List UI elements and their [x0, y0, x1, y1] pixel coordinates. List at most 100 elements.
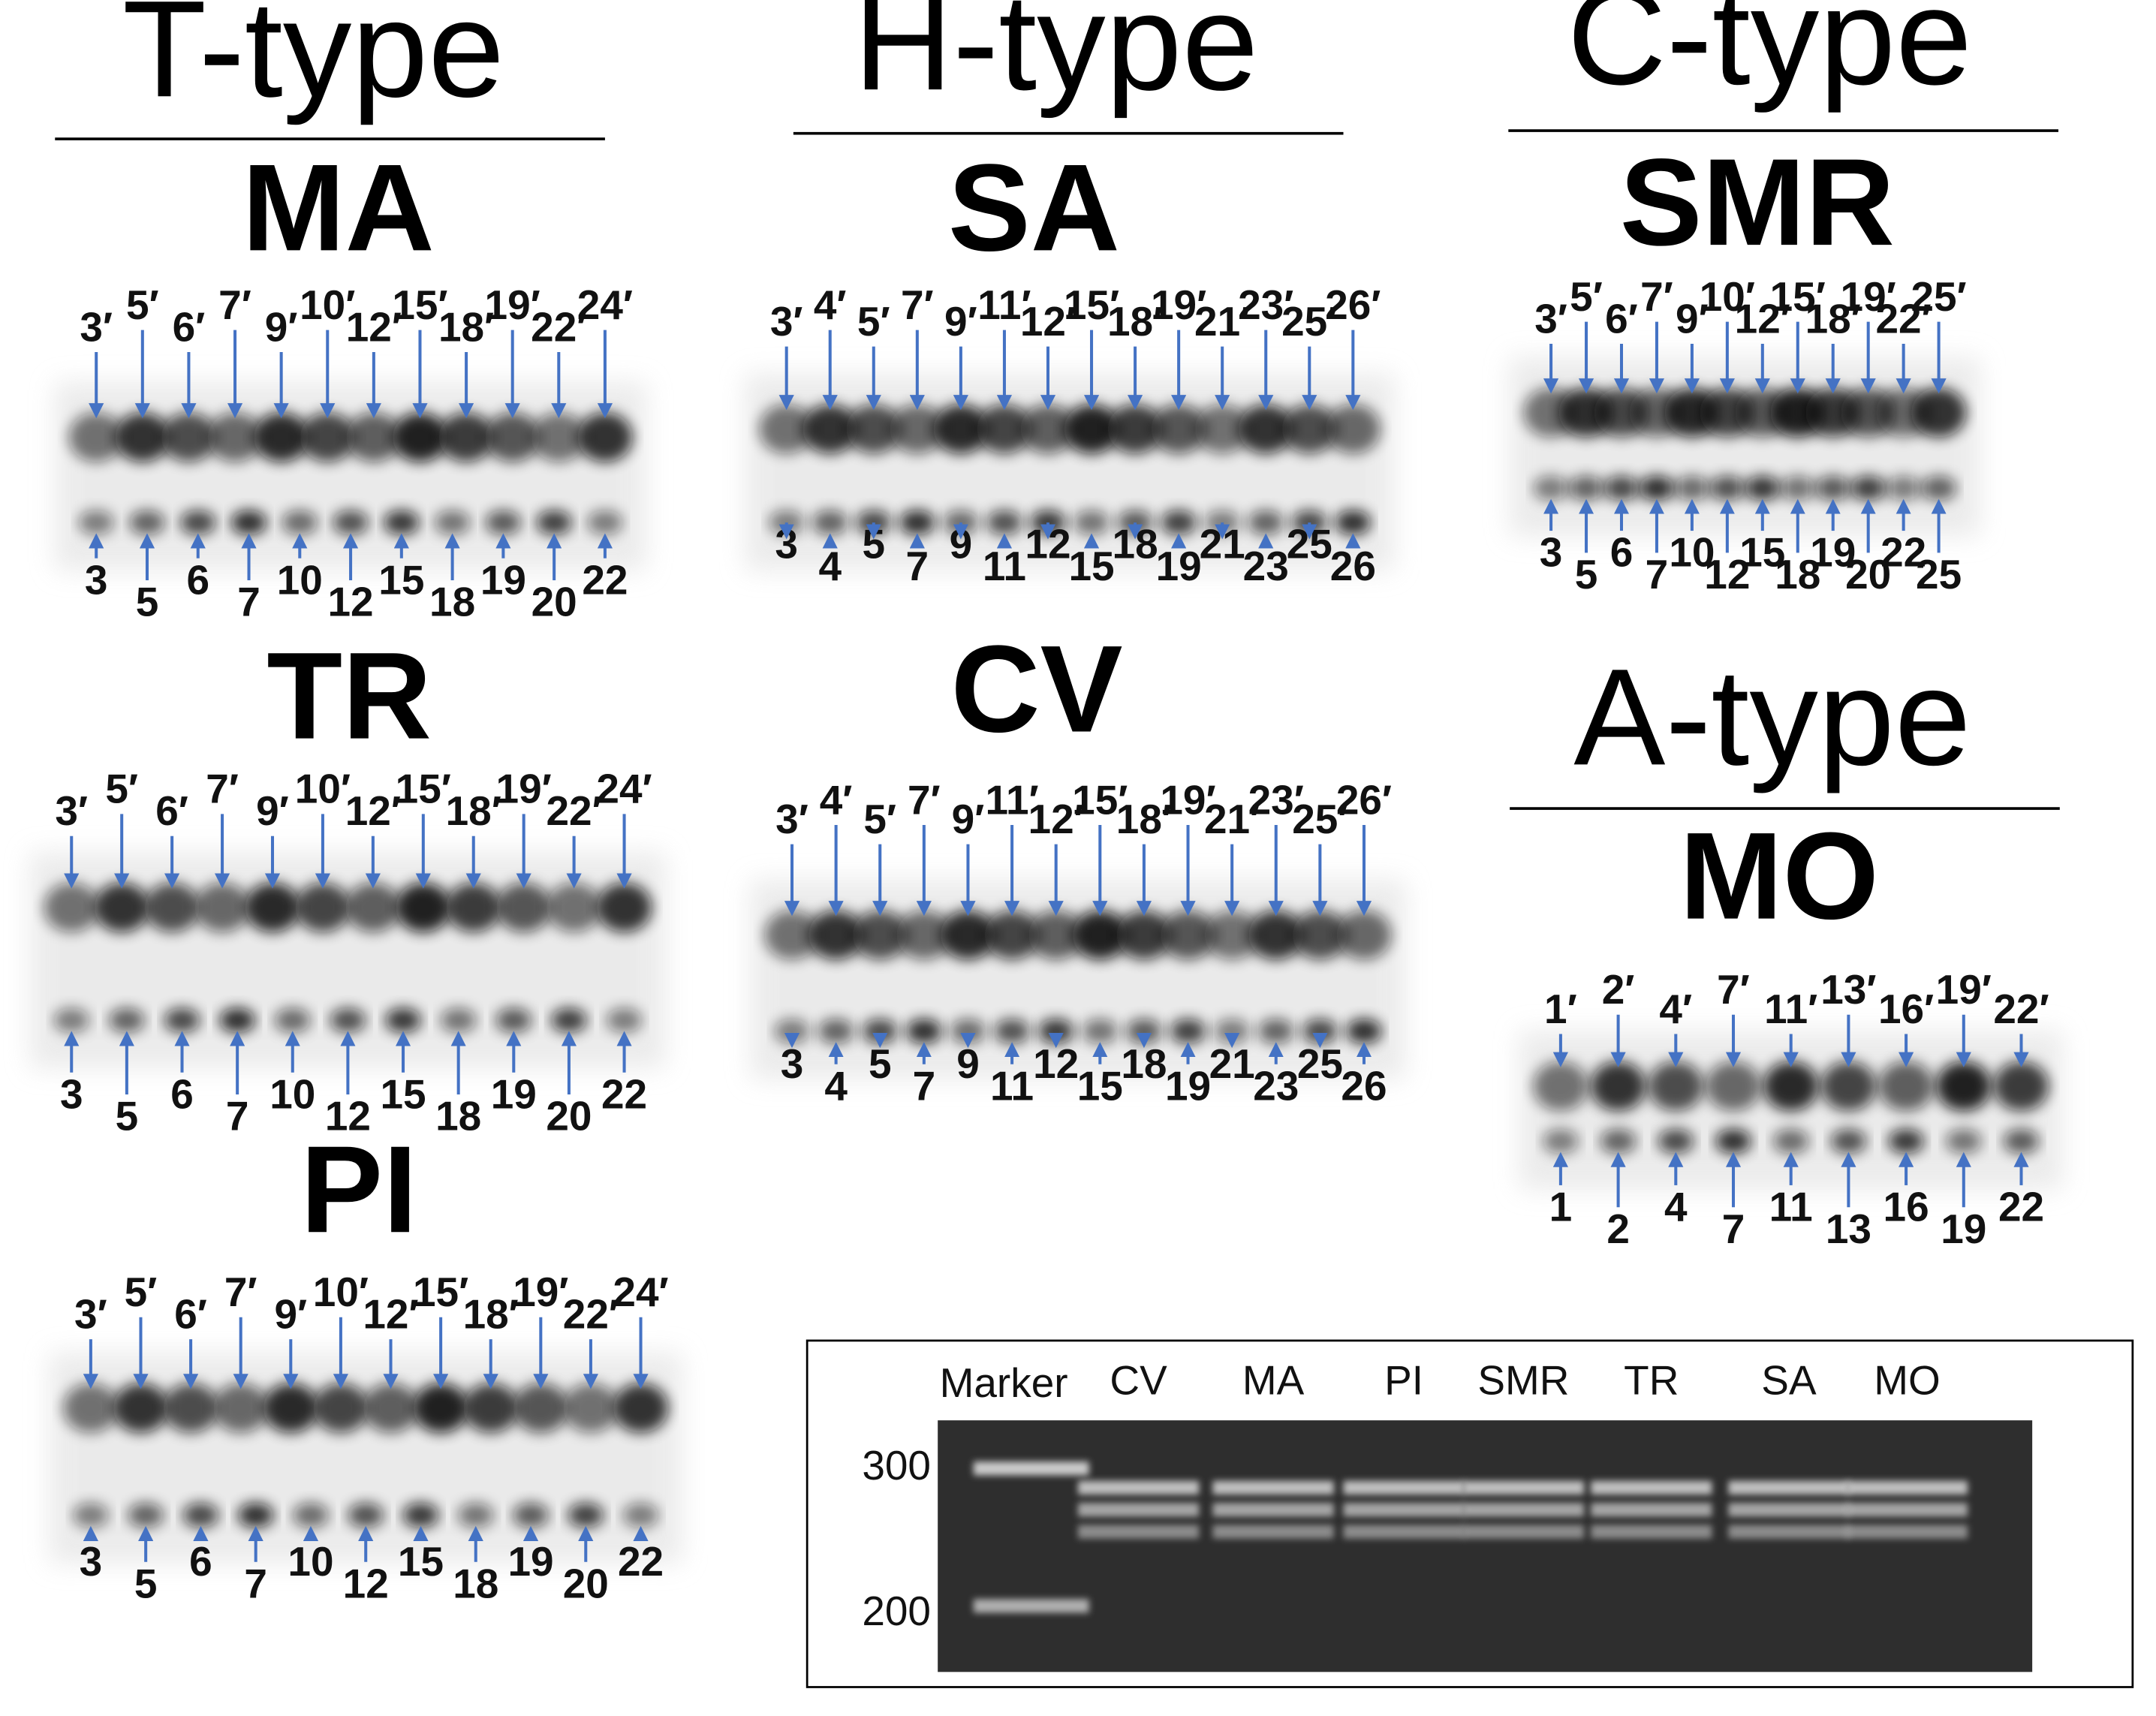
spot-label-bottom: 6: [189, 1538, 212, 1585]
spot-bottom: [434, 510, 471, 535]
spot-label-bottom: 15: [378, 556, 424, 603]
spot-top: [1763, 1061, 1819, 1112]
spot-bottom: [237, 1503, 274, 1528]
spot-label-bottom: 7: [1646, 551, 1669, 598]
spot-label-bottom: 18: [1121, 1040, 1167, 1087]
spot-label-bottom: 19: [507, 1538, 553, 1585]
spot-label-top: 12′: [1028, 796, 1084, 842]
spot-label-bottom: 3: [80, 1538, 103, 1585]
spot-top: [1911, 387, 1967, 438]
panel-mo: MO 1′ 2′ 4′ 7′ 11′ 13′ 16′ 19′ 22′ 1 2 4 7 11 13 16 19 22: [1519, 807, 2063, 1252]
spot-label-top: 15′: [1770, 273, 1826, 320]
spot-bottom: [293, 1503, 329, 1528]
spot-label-top: 7′: [1717, 966, 1750, 1013]
spot-label-bottom: 5: [136, 579, 159, 625]
gel-band-pi: [1343, 1480, 1465, 1495]
spot-label-top: 18′: [1116, 796, 1172, 842]
spot-top: [1993, 1061, 2049, 1112]
spot-bottom: [1779, 475, 1816, 501]
spot-label-top: 26′: [1325, 281, 1381, 328]
spot-label-bottom: 15: [380, 1070, 426, 1117]
spot-bottom: [1082, 1019, 1119, 1044]
spot-label-bottom: 23: [1253, 1062, 1299, 1109]
spot-top: [1064, 404, 1119, 454]
spot-bottom: [536, 510, 572, 535]
spot-label-top: 24′: [577, 281, 633, 328]
spot-top: [1292, 910, 1348, 960]
spot-bottom: [1709, 475, 1745, 501]
spot-label-bottom: 18: [453, 1560, 498, 1606]
spot-label-bottom: 20: [563, 1560, 609, 1606]
panel-ma: MA3′ 5′ 6′ 7′ 9′ 10′12′15′18′19′22′24′3 5 6 7 10 1…: [55, 138, 646, 625]
gel-lane-label-mo: MO: [1874, 1356, 1941, 1403]
spot-label-bottom: 22: [601, 1070, 647, 1117]
panel-pi: PI3′ 5′ 6′ 7′ 9′ 10′12′15′18′19′22′24′3 5 6 7 10 1…: [49, 1120, 682, 1606]
spot-label-top: 22′: [546, 787, 601, 834]
gel-band-smr: [1462, 1480, 1585, 1495]
spot-label-bottom: 15: [1739, 529, 1785, 576]
gel-size-200: 200: [862, 1588, 931, 1634]
spot-bottom: [78, 510, 115, 535]
spot-label-bottom: 19: [1941, 1206, 1986, 1252]
gel-band-sa: [1728, 1480, 1850, 1495]
spot-bottom: [899, 510, 935, 535]
spot-label-bottom: 19: [1156, 543, 1202, 589]
spot-label-bottom: 18: [1775, 551, 1820, 598]
spot-label-top: 7′: [901, 281, 934, 328]
panel-title-cv: CV: [951, 619, 1123, 757]
spot-bottom: [862, 1019, 899, 1044]
spot-bottom: [457, 1503, 494, 1528]
spot-label-bottom: 11: [990, 1062, 1034, 1109]
spot-bottom: [1533, 475, 1569, 501]
spot-label-bottom: 12: [1704, 551, 1750, 598]
spot-label-top: 1′: [1544, 986, 1577, 1032]
spot-top: [1590, 1061, 1646, 1112]
spot-bottom: [818, 1019, 854, 1044]
spot-top: [113, 1383, 169, 1433]
spot-top: [295, 882, 351, 932]
spot-top: [463, 1383, 519, 1433]
spot-label-bottom: 9: [956, 1040, 980, 1087]
spot-label-top: 19′: [496, 766, 552, 812]
spot-top: [245, 882, 300, 932]
spot-bottom: [1161, 510, 1197, 535]
spot-label-bottom: 21: [1209, 1040, 1255, 1087]
spot-label-top: 12′: [345, 787, 401, 834]
spot-top: [1194, 404, 1250, 454]
spot-label-top: 16′: [1878, 986, 1934, 1032]
gel-marker-band: [973, 1462, 1089, 1476]
spot-label-top: 7′: [206, 766, 239, 812]
spot-label-bottom: 7: [244, 1560, 267, 1606]
spot-bottom: [1920, 475, 1957, 501]
spot-bottom: [1214, 1019, 1250, 1044]
spot-label-top: 7′: [1640, 273, 1673, 320]
spot-label-top: 25′: [1911, 273, 1966, 320]
spot-top: [1072, 910, 1128, 960]
spot-bottom: [73, 1503, 109, 1528]
gel-band-pi: [1343, 1503, 1465, 1517]
spot-top: [1107, 404, 1163, 454]
panel-smr: SMR 3′ 5′ 6′ 7′ 9′10′12′15′18′19′22′25′ 3 5 6 7 10…: [1510, 133, 1980, 598]
spot-bottom: [1543, 1128, 1579, 1154]
blot-image-sa: [745, 374, 1395, 571]
spot-top: [1028, 910, 1084, 960]
spot-label-top: 19′: [513, 1269, 568, 1315]
spot-label-top: 11′: [1764, 986, 1817, 1032]
spot-label-top: 22′: [1993, 986, 2049, 1032]
spot-label-top: 3′: [55, 787, 88, 834]
spot-top: [313, 1383, 369, 1433]
gel-band-mo: [1846, 1503, 1968, 1517]
group-title-a-type: A-type: [1510, 640, 2060, 810]
spot-bottom: [164, 1007, 200, 1033]
spot-top: [984, 910, 1040, 960]
spot-top: [596, 882, 652, 932]
spot-bottom: [1830, 1128, 1867, 1154]
spot-label-top: 9′: [944, 298, 977, 345]
gel-band-mo: [1846, 1480, 1968, 1495]
spot-label-top: 4′: [814, 281, 847, 328]
spot-label-top: 15′: [1064, 281, 1119, 328]
spot-label-bottom: 3: [1540, 529, 1563, 576]
spot-bottom: [1603, 475, 1640, 501]
spot-label-top: 22′: [1876, 295, 1932, 342]
